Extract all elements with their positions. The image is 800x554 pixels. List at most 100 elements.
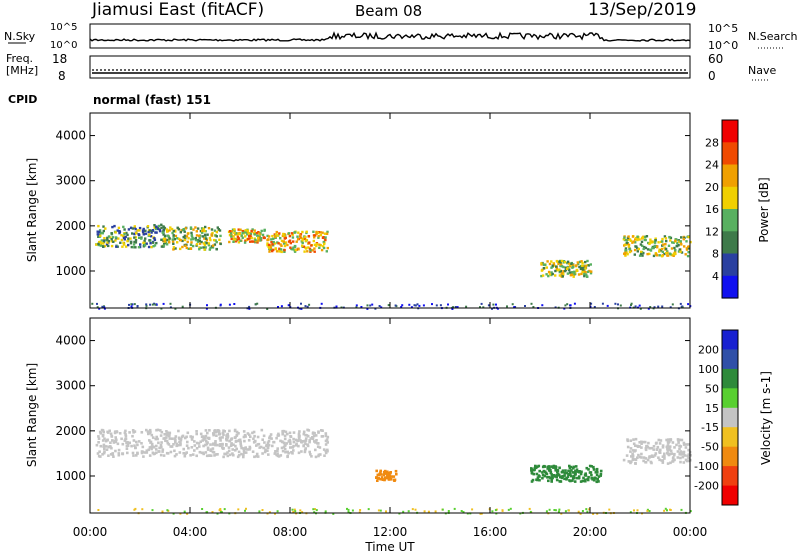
nave-tick-top: 60: [708, 52, 723, 66]
velocity-cell: [634, 437, 638, 441]
velocity-cell: [124, 434, 128, 438]
velocity-cell: [218, 509, 221, 512]
power-cell: [300, 302, 302, 305]
power-cell: [606, 304, 609, 307]
velocity-cell: [180, 435, 184, 439]
power-cell: [633, 248, 637, 252]
power-cell: [636, 235, 639, 238]
velocity-cell: [388, 474, 392, 478]
power-cell: [160, 226, 163, 229]
velocity-cell: [588, 508, 591, 511]
velocity-cell: [557, 510, 560, 513]
velocity-colorbar-tick: -100: [694, 460, 719, 473]
power-cell: [215, 240, 218, 244]
power-cell: [557, 262, 560, 266]
power-cell: [681, 306, 684, 309]
velocity-cell: [145, 451, 149, 454]
velocity-cell: [206, 441, 209, 444]
velocity-cell: [109, 432, 113, 436]
velocity-cell: [596, 477, 599, 481]
velocity-cell: [381, 478, 385, 481]
velocity-cell: [268, 511, 271, 514]
power-cell: [638, 238, 641, 241]
power-cell: [99, 240, 102, 244]
velocity-cell: [298, 430, 301, 433]
power-cell: [179, 231, 182, 234]
power-cell: [573, 272, 576, 276]
velocity-cell: [128, 441, 131, 445]
power-cell: [648, 252, 651, 256]
power-cell: [127, 243, 130, 247]
power-cell: [627, 243, 631, 247]
velocity-cell: [299, 509, 302, 512]
power-cell: [416, 303, 419, 306]
velocity-cell: [179, 437, 183, 441]
power-cell: [172, 246, 176, 249]
velocity-cell: [319, 453, 322, 456]
velocity-cell: [384, 476, 387, 479]
power-cell: [126, 233, 129, 237]
velocity-cell: [554, 509, 557, 512]
power-cell: [422, 304, 425, 307]
power-cell: [230, 230, 233, 233]
velocity-cell: [214, 441, 217, 445]
power-cell: [291, 233, 294, 236]
power-cell: [643, 245, 646, 249]
power-cell: [176, 241, 179, 244]
noise-sky-line: [89, 31, 691, 42]
power-cell: [172, 229, 175, 233]
power-cell: [435, 304, 438, 307]
velocity-cell: [169, 445, 172, 448]
velocity-cell: [162, 454, 166, 457]
velocity-cell: [687, 456, 690, 460]
velocity-cell: [309, 453, 312, 456]
power-cell: [305, 230, 308, 233]
power-cell: [634, 305, 637, 308]
velocity-cell: [558, 480, 562, 483]
power-cell: [204, 246, 207, 249]
velocity-cell: [659, 439, 663, 442]
power-cell: [192, 237, 195, 241]
power-cell: [102, 245, 105, 248]
power-cell: [666, 250, 669, 253]
power-cell: [313, 243, 317, 246]
power-cell: [679, 302, 682, 305]
power-cell: [564, 266, 567, 269]
velocity-cell: [218, 444, 222, 448]
power-cell: [568, 271, 572, 274]
velocity-cell: [101, 453, 104, 456]
velocity-cell: [252, 437, 255, 441]
velocity-cell: [303, 450, 307, 454]
power-cell: [219, 303, 222, 306]
power-cell: [153, 224, 156, 227]
velocity-cell: [661, 444, 665, 447]
power-cell: [243, 241, 247, 244]
velocity-cell: [637, 453, 640, 457]
power-cell: [121, 245, 124, 248]
power-cell: [683, 245, 686, 248]
velocity-cell: [174, 435, 178, 438]
velocity-cell: [289, 435, 292, 438]
power-cell: [324, 238, 327, 242]
power-cell: [218, 238, 221, 241]
velocity-cell: [171, 437, 174, 440]
power-cell: [542, 263, 546, 266]
xtick-label: 04:00: [173, 525, 208, 539]
power-cell: [302, 245, 306, 248]
power-cell: [198, 239, 201, 243]
velocity-cell: [288, 438, 292, 442]
velocity-cell: [530, 469, 533, 472]
power-cell: [213, 243, 217, 246]
power-cell: [233, 229, 236, 232]
power-cell: [647, 307, 650, 310]
power-cell: [586, 275, 589, 278]
power-cell: [465, 305, 468, 308]
velocity-cell: [148, 446, 152, 449]
power-cell: [258, 235, 261, 238]
power-cell: [170, 227, 174, 231]
velocity-cell: [176, 444, 180, 447]
velocity-cell: [298, 437, 301, 440]
power-cell: [651, 246, 654, 250]
velocity-cell: [256, 455, 260, 458]
power-cell: [287, 232, 291, 235]
